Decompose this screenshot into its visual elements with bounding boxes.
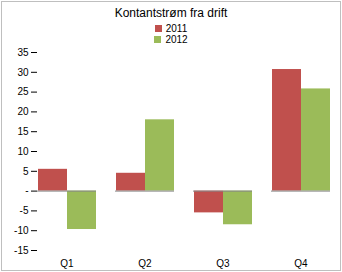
svg-text:-: - (25, 185, 28, 196)
svg-text:15: 15 (17, 126, 29, 137)
svg-text:30: 30 (17, 67, 29, 78)
svg-text:20: 20 (17, 106, 29, 117)
html-text:2011: 2011 (165, 23, 188, 34)
svg-text:Q1: Q1 (60, 258, 74, 269)
svg-text:25: 25 (17, 86, 29, 97)
svg-text:Q4: Q4 (294, 258, 308, 269)
svg-text:Q2: Q2 (138, 258, 152, 269)
html-text:Kontantstrøm fra drift: Kontantstrøm fra drift (114, 6, 228, 20)
svg-text:Q3: Q3 (216, 258, 230, 269)
svg-text:-5: -5 (20, 205, 29, 216)
svg-text:10: 10 (17, 146, 29, 157)
html-text:2012: 2012 (165, 34, 188, 45)
svg-text:-10: -10 (14, 225, 29, 236)
svg-text:35: 35 (17, 47, 29, 58)
svg-text:-15: -15 (14, 245, 29, 256)
svg-text:5: 5 (23, 166, 29, 177)
